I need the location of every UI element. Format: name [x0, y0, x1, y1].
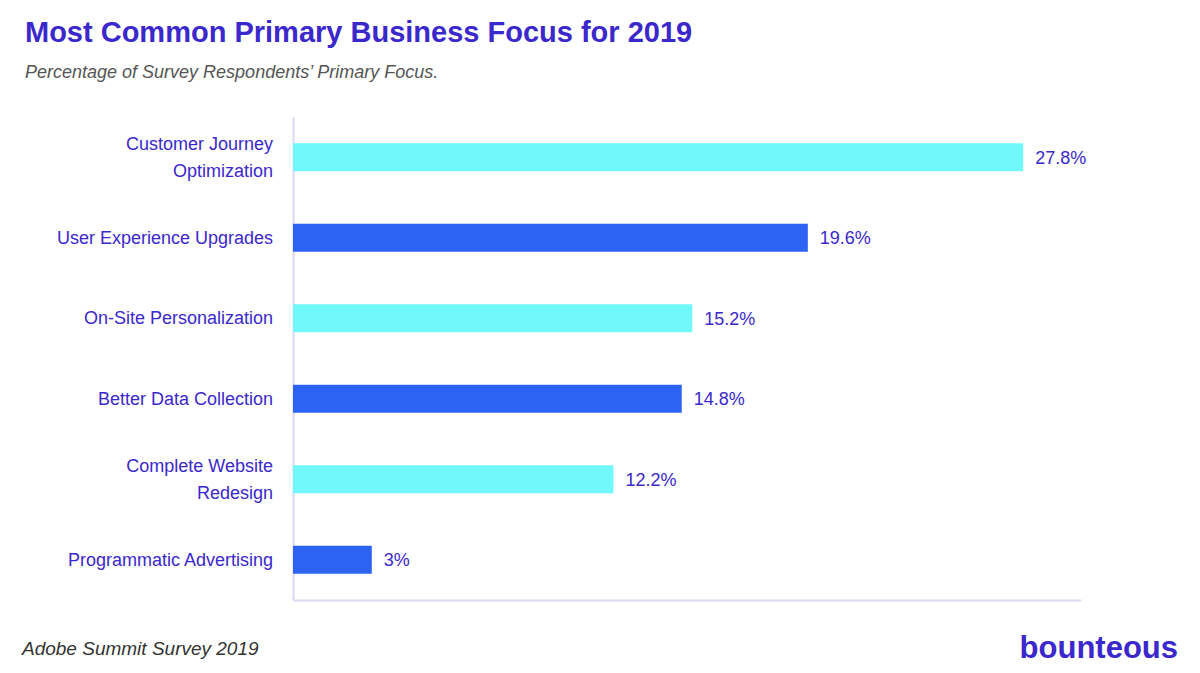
category-label-line: Complete Website: [126, 456, 273, 476]
category-label: Customer Journey Optimization: [126, 134, 273, 181]
data-label: 3%: [384, 550, 410, 570]
y-tick: Complete Website Redesign: [126, 456, 273, 503]
x-axis-line: [294, 600, 1082, 602]
y-tick: User Experience Upgrades: [57, 228, 273, 248]
background: [0, 0, 1200, 673]
category-label: User Experience Upgrades: [57, 228, 273, 248]
category-label-line: Optimization: [173, 161, 273, 181]
category-label: Complete Website Redesign: [126, 456, 273, 503]
data-label: 12.2%: [625, 470, 676, 490]
data-label: 27.8%: [1035, 148, 1086, 168]
brand-logo: bounteous: [1020, 630, 1178, 665]
bars: [293, 143, 1023, 574]
bar: [293, 143, 1023, 171]
data-label: 19.6%: [820, 228, 871, 248]
bar: [293, 546, 372, 574]
category-label: Programmatic Advertising: [68, 550, 273, 570]
y-axis-line: [293, 118, 295, 601]
data-label: 14.8%: [694, 389, 745, 409]
bar: [293, 224, 808, 252]
bar: [293, 385, 682, 413]
y-tick: On-Site Personalization: [84, 308, 273, 328]
y-tick: Better Data Collection: [98, 389, 273, 409]
category-label: Better Data Collection: [98, 389, 273, 409]
data-labels: 27.8% 19.6% 15.2% 14.8% 12.2% 3%: [384, 148, 1086, 571]
data-label: 15.2%: [704, 309, 755, 329]
x-axis: [294, 600, 1082, 601]
source: Adobe Summit Survey 2019: [21, 638, 259, 659]
chart: Most Common Primary Business Focus for 2…: [0, 0, 1200, 673]
subtitle: Percentage of Survey Respondents’ Primar…: [25, 62, 438, 82]
category-label: On-Site Personalization: [84, 308, 273, 328]
category-label-line: Redesign: [197, 483, 273, 503]
bar: [293, 304, 692, 332]
y-tick: Customer Journey Optimization: [126, 134, 273, 181]
y-tick: Programmatic Advertising: [68, 550, 273, 570]
y-axis: Customer Journey Optimization User Experie…: [57, 118, 294, 601]
title: Most Common Primary Business Focus for 2…: [25, 16, 692, 48]
category-label-line: Customer Journey: [126, 134, 273, 154]
bar: [293, 465, 613, 493]
